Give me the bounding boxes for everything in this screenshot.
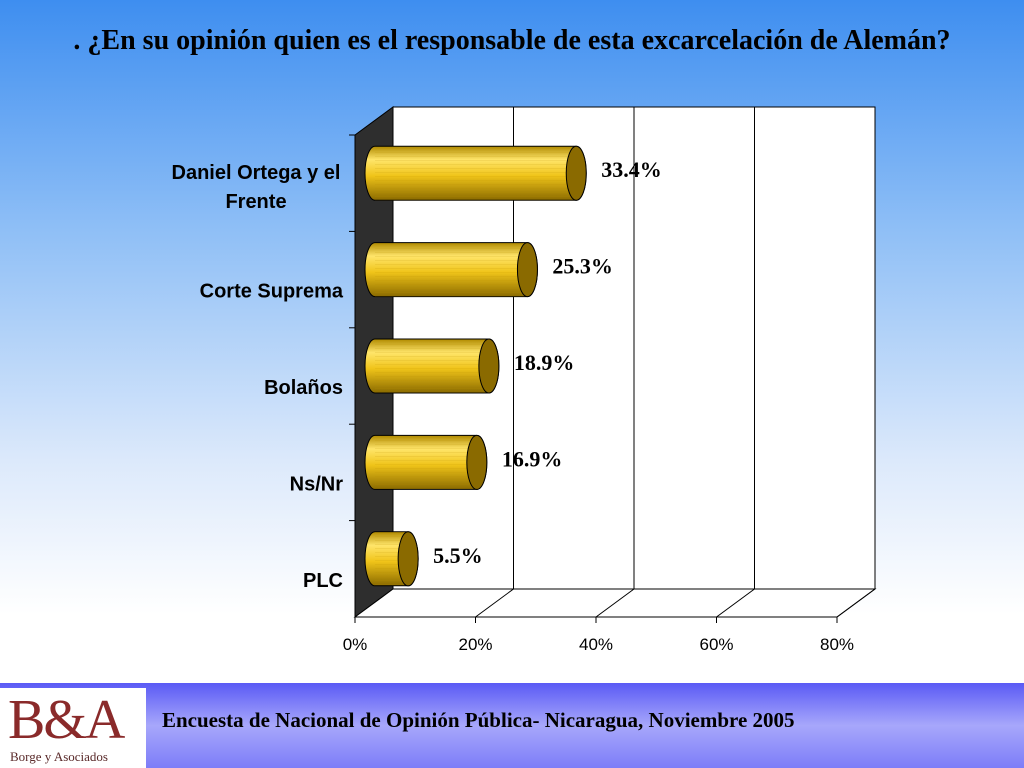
bar-texture [375,242,528,297]
bar-texture [375,339,489,393]
x-tick-label: 20% [458,635,492,654]
bar-cap [478,338,500,394]
bar-cap [565,145,587,201]
category-label: Corte Suprema [200,281,344,303]
bar-chart: 0% 20% 40% 60% 80% 33.4% Daniel Ortega y el Fre… [172,106,877,654]
data-label: 18.9% [514,350,575,375]
bar-cap [516,242,538,298]
gridline-floor [716,588,755,618]
category-label: Ns/Nr [290,473,344,495]
footer-bar [0,683,1024,768]
chart-title: . ¿En su opinión quien es el responsable… [73,25,951,56]
category-label: Bolaños [264,377,343,399]
data-label: 5.5% [433,543,483,568]
logo-subtitle: Borge y Asociados [10,749,108,764]
category-label: Daniel Ortega y el Frente [172,162,341,213]
gridline-floor [475,588,514,618]
x-tick-label: 60% [699,635,733,654]
x-tick-label: 40% [579,635,613,654]
gridline-floor [595,588,635,618]
data-label: 25.3% [552,254,613,279]
bar-cap [397,531,419,587]
gridline-floor [836,588,876,618]
company-logo: B&A Borge y Asociados [0,688,146,768]
x-tick-label: 80% [820,635,854,654]
data-label: 16.9% [502,446,563,471]
bar-texture [375,435,477,490]
x-tick-label: 0% [343,635,368,654]
category-label: PLC [303,570,343,592]
bar-texture [375,146,577,201]
logo-mark: B&A [8,689,125,751]
footer-caption: Encuesta de Nacional de Opinión Pública-… [162,708,795,732]
data-label: 33.4% [601,157,662,182]
bar-cap [466,434,488,490]
